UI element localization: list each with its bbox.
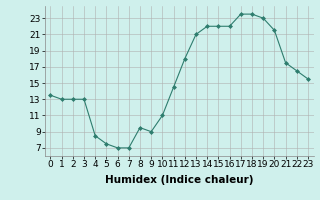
X-axis label: Humidex (Indice chaleur): Humidex (Indice chaleur) [105,175,253,185]
